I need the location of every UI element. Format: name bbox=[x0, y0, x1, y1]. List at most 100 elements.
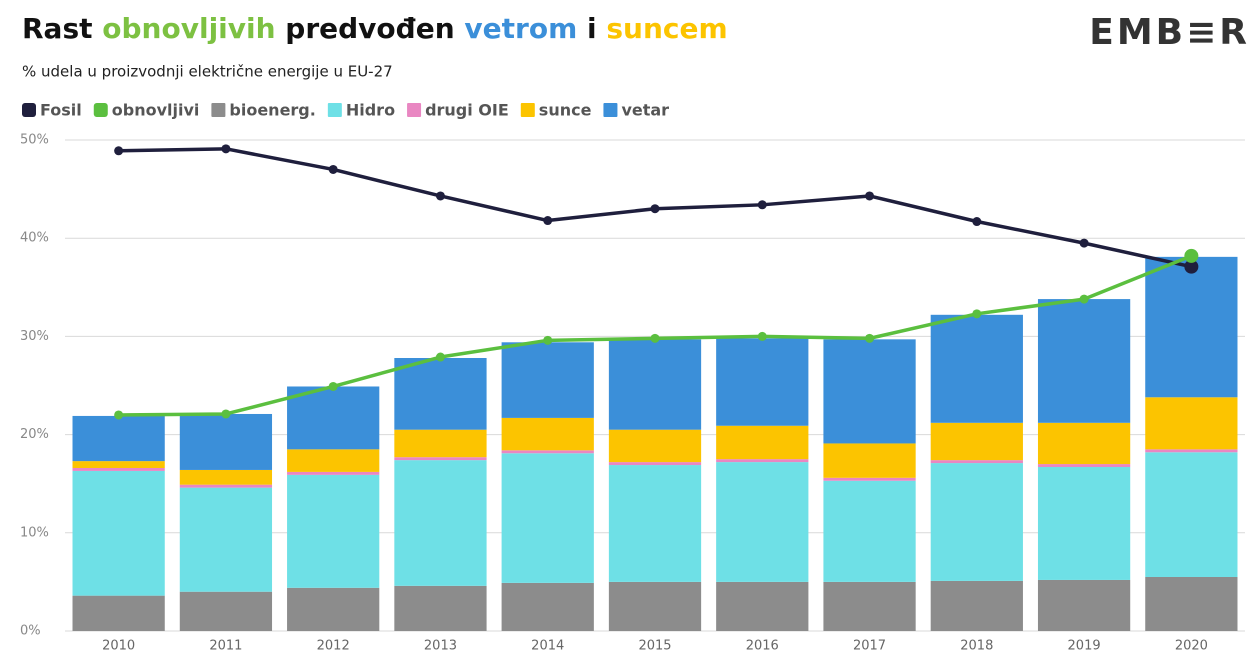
bar-segment bbox=[608, 465, 702, 582]
legend-swatch bbox=[603, 103, 618, 117]
bar-segment bbox=[394, 457, 487, 461]
bar-segment bbox=[501, 342, 594, 418]
bar-segment bbox=[1037, 299, 1131, 423]
bar-segment bbox=[1037, 422, 1131, 465]
bar-segment bbox=[394, 358, 487, 430]
line-point bbox=[435, 352, 445, 362]
legend-swatch bbox=[22, 103, 36, 117]
legend-label: drugi OIE bbox=[425, 101, 509, 120]
line-point bbox=[1184, 248, 1199, 263]
x-tick-label: 2013 bbox=[424, 639, 457, 654]
bar-segment bbox=[716, 462, 809, 582]
bar-segment bbox=[1145, 256, 1238, 398]
line-point bbox=[1184, 259, 1199, 274]
bar-segment bbox=[72, 415, 165, 462]
bar-segment bbox=[608, 581, 702, 631]
line-point bbox=[221, 409, 231, 419]
legend-label: obnovljivi bbox=[112, 101, 200, 120]
bar-segment bbox=[287, 587, 380, 631]
legend-swatch bbox=[93, 103, 108, 117]
x-tick-label: 2018 bbox=[960, 639, 993, 654]
bar-segment bbox=[930, 580, 1023, 631]
bar-segment bbox=[716, 425, 809, 460]
bar-segment bbox=[1145, 452, 1238, 577]
title-part: predvođen bbox=[276, 12, 465, 45]
bar-segment bbox=[823, 477, 916, 481]
legend-label: Fosil bbox=[40, 101, 82, 120]
bar-segment bbox=[930, 460, 1023, 464]
bar-segment bbox=[930, 422, 1023, 461]
bar-segment bbox=[823, 443, 916, 478]
bar-segment bbox=[930, 314, 1023, 423]
legend-swatch bbox=[327, 103, 342, 117]
bar-segment bbox=[501, 582, 594, 631]
chart-title: Rast obnovljivih predvođen vetrom i sunc… bbox=[22, 12, 728, 45]
y-tick-label: 20% bbox=[20, 427, 49, 442]
bar-segment bbox=[608, 429, 702, 463]
legend-swatch bbox=[520, 103, 535, 117]
y-tick-label: 10% bbox=[20, 525, 49, 540]
bar-segment bbox=[1145, 576, 1238, 631]
bar-segment bbox=[72, 467, 165, 471]
x-tick-label: 2010 bbox=[102, 639, 135, 654]
legend-swatch bbox=[407, 103, 422, 117]
legend-swatch bbox=[211, 103, 226, 117]
bar-segment bbox=[72, 470, 165, 596]
y-tick-label: 40% bbox=[20, 231, 49, 246]
line-point bbox=[1079, 294, 1089, 304]
bar-segment bbox=[608, 339, 702, 430]
line-point bbox=[435, 191, 445, 201]
bar-segment bbox=[716, 338, 809, 426]
x-tick-label: 2019 bbox=[1068, 639, 1101, 654]
bar-segment bbox=[287, 386, 380, 450]
bar-segment bbox=[1145, 449, 1238, 453]
y-tick-label: 30% bbox=[20, 329, 49, 344]
bar-segment bbox=[72, 461, 165, 468]
bar-segment bbox=[823, 480, 916, 582]
line-point bbox=[972, 309, 982, 319]
bar-segment bbox=[1037, 464, 1131, 468]
bar-segment bbox=[930, 463, 1023, 581]
legend-label: sunce bbox=[539, 101, 592, 120]
bar-segment bbox=[394, 429, 487, 458]
logo: EMB≡R bbox=[1089, 12, 1250, 53]
line-point bbox=[543, 216, 553, 226]
bar-segment bbox=[394, 460, 487, 586]
x-tick-label: 2016 bbox=[746, 639, 779, 654]
x-tick-label: 2011 bbox=[209, 639, 242, 654]
bar-segment bbox=[287, 471, 380, 475]
bar-segment bbox=[179, 484, 273, 488]
bar-segment bbox=[179, 487, 273, 592]
bar-segment bbox=[501, 450, 594, 454]
title-part: vetrom bbox=[464, 12, 577, 45]
bar-segment bbox=[179, 469, 273, 485]
line-point bbox=[865, 191, 875, 201]
x-tick-label: 2015 bbox=[638, 639, 671, 654]
bar-segment bbox=[716, 581, 809, 631]
subtitle: % udela u proizvodnji električne energij… bbox=[22, 63, 393, 81]
y-tick-label: 0% bbox=[20, 624, 41, 639]
bar-segment bbox=[179, 413, 273, 470]
title-part: Rast bbox=[22, 12, 102, 45]
line-point bbox=[650, 204, 660, 214]
line-point bbox=[865, 333, 875, 343]
line-point bbox=[1079, 238, 1089, 248]
line-point bbox=[757, 200, 767, 210]
bar-segment bbox=[501, 417, 594, 451]
x-tick-label: 2020 bbox=[1175, 639, 1208, 654]
line-point bbox=[328, 381, 338, 391]
line-point bbox=[650, 333, 660, 343]
bar-segment bbox=[287, 474, 380, 588]
x-tick-label: 2014 bbox=[531, 639, 564, 654]
legend-label: Hidro bbox=[346, 101, 395, 120]
title-part: suncem bbox=[606, 12, 727, 45]
bar-segment bbox=[501, 453, 594, 583]
x-tick-label: 2012 bbox=[317, 639, 350, 654]
title-part: obnovljivih bbox=[102, 12, 275, 45]
bar-segment bbox=[394, 585, 487, 631]
line-point bbox=[328, 164, 338, 174]
bar-segment bbox=[287, 449, 380, 472]
line-point bbox=[114, 146, 124, 156]
title-part: i bbox=[577, 12, 606, 45]
